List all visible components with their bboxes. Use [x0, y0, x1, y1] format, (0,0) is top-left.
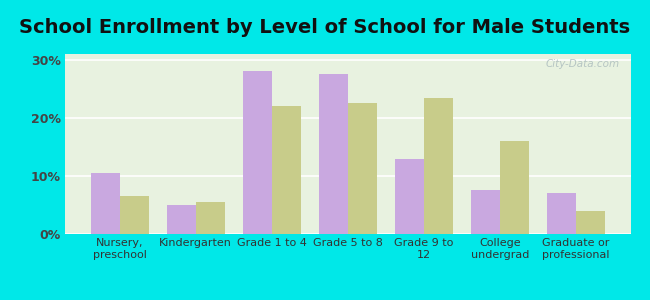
Bar — [272, 106, 300, 234]
Bar — [471, 190, 500, 234]
Bar — [576, 211, 604, 234]
Bar — [395, 158, 424, 234]
Bar — [120, 196, 148, 234]
Bar — [348, 103, 376, 234]
Bar — [91, 173, 120, 234]
Text: City-Data.com: City-Data.com — [545, 59, 619, 69]
Bar — [196, 202, 224, 234]
Bar — [243, 71, 272, 234]
Bar — [500, 141, 528, 234]
Bar — [319, 74, 348, 234]
Text: School Enrollment by Level of School for Male Students: School Enrollment by Level of School for… — [20, 18, 630, 37]
Bar — [167, 205, 196, 234]
Bar — [424, 98, 452, 234]
Bar — [547, 194, 576, 234]
